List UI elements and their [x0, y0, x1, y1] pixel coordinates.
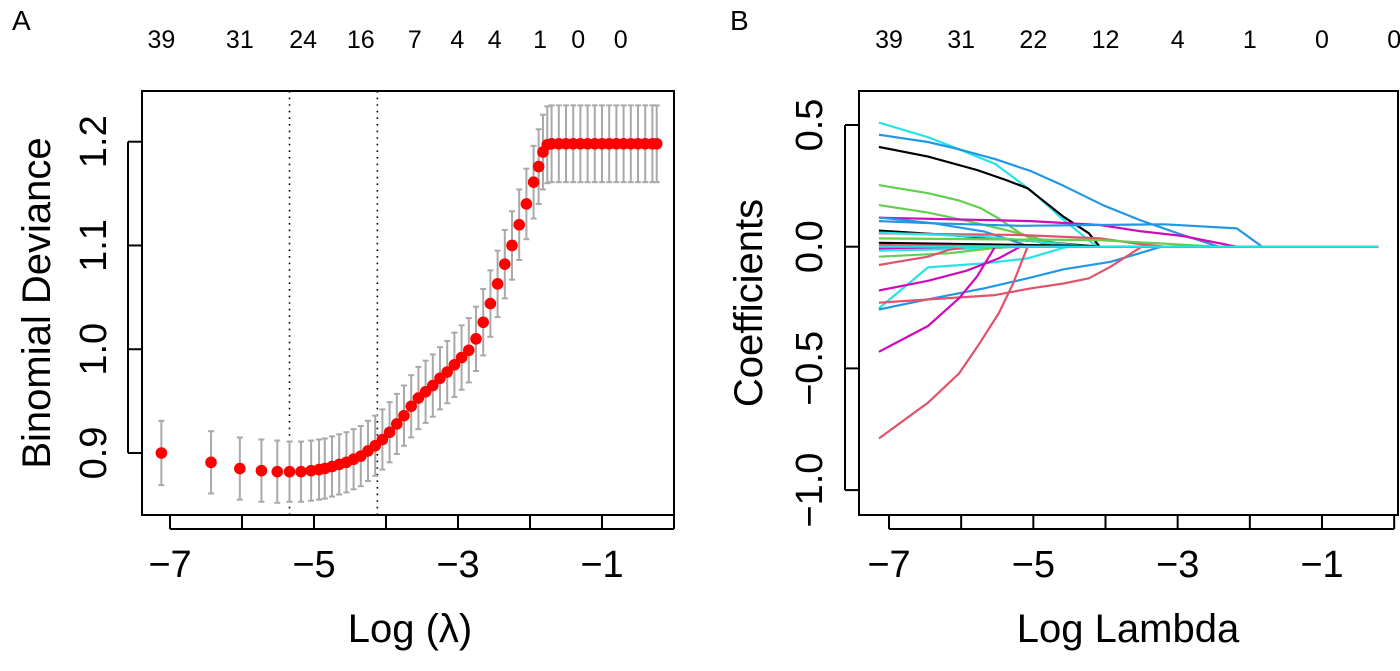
x-tick-label: −5 [292, 544, 335, 586]
coefficient-path [878, 145, 1379, 248]
panel-b-x-axis-label: Log Lambda [1017, 607, 1240, 651]
x-tick-label: −5 [1012, 544, 1055, 586]
y-tick-label: 1.0 [73, 323, 115, 376]
cv-mean-point [283, 465, 296, 478]
x-tick-label: −7 [148, 544, 191, 586]
cv-mean-point [650, 137, 663, 150]
panel-a-x-axis-label: Log (λ) [348, 607, 473, 651]
coefficient-path [878, 121, 1379, 248]
cv-mean-point [532, 160, 545, 173]
top-axis-count-label: 12 [1092, 26, 1120, 54]
y-tick-label: 0.0 [789, 220, 831, 273]
panel-a-y-axis-label: Binomial Deviance [15, 137, 59, 468]
cv-mean-point [427, 379, 439, 392]
cv-mean-point [477, 316, 490, 329]
cv-mean-point [391, 418, 403, 430]
cv-mean-point [455, 351, 468, 364]
top-axis-count-label: 31 [226, 26, 254, 54]
cv-mean-point [398, 409, 410, 422]
panel-a-marks [155, 91, 663, 515]
top-axis-count-label: 39 [875, 26, 903, 54]
top-axis-count-label: 0 [1387, 26, 1400, 54]
cv-mean-point [271, 465, 284, 478]
panel-b-y-axis-label: Coefficients [727, 199, 771, 407]
top-axis-count-label: 0 [1315, 26, 1329, 54]
cv-mean-point [499, 258, 511, 270]
top-axis-count-label: 31 [947, 26, 975, 54]
top-axis-count-label: 0 [614, 26, 628, 54]
cv-mean-point [295, 465, 307, 478]
x-tick-label: −3 [1156, 544, 1199, 586]
panel-a-label: A [12, 5, 31, 36]
cv-mean-point [484, 297, 497, 310]
cv-mean-point [448, 358, 461, 371]
panel-b-label: B [730, 5, 749, 36]
top-axis-count-label: 4 [450, 26, 464, 54]
panel-b-axes: −7 −5 −3 −1 0.5 0.0 −0.5 −1.0 39 31 22 12 4 1 0 0 [789, 26, 1400, 586]
top-axis-count-label: 24 [289, 26, 317, 54]
x-tick-label: −7 [867, 544, 910, 586]
cv-mean-point [470, 333, 482, 345]
top-axis-count-label: 22 [1019, 26, 1047, 54]
coefficient-path [878, 245, 1379, 353]
cv-mean-point [463, 344, 475, 357]
panel-b-plot-frame [858, 90, 1399, 516]
cv-mean-point [441, 366, 454, 378]
cv-mean-point [527, 176, 540, 188]
top-axis-count-label: 4 [1171, 26, 1185, 54]
top-axis-count-label: 1 [1243, 26, 1257, 54]
top-axis-count-label: 39 [147, 26, 175, 54]
cv-mean-point [405, 400, 418, 413]
top-axis-count-label: 16 [347, 26, 375, 54]
cv-mean-point [520, 198, 533, 210]
cv-mean-point [506, 239, 518, 252]
panel-a-axes: −7 −5 −3 −10.91.01.11.239 31 24 16 7 4 4 1 0 0 [73, 26, 675, 586]
y-tick-label: 1.1 [73, 219, 115, 272]
cv-mean-point [383, 426, 396, 439]
y-tick-label: −1.0 [789, 453, 831, 528]
y-tick-label: 0.9 [73, 427, 115, 480]
cv-mean-point [155, 447, 168, 459]
cv-mean-point [513, 218, 525, 231]
y-tick-label: −0.5 [789, 331, 831, 406]
cv-mean-point [376, 433, 389, 446]
y-tick-label: 0.5 [789, 99, 831, 152]
y-tick-label: 1.2 [73, 115, 115, 168]
x-tick-label: −1 [580, 544, 623, 586]
cv-mean-point [491, 278, 504, 290]
x-tick-label: −1 [1300, 544, 1343, 586]
coefficient-path [878, 245, 1379, 311]
coefficient-path [878, 245, 1379, 440]
panel-b-marks [878, 121, 1379, 440]
top-axis-count-label: 4 [488, 26, 502, 54]
cv-mean-point [205, 456, 217, 469]
panel-b-coefficient-paths: B −7 −5 −3 −1 0.5 0.0 −0.5 −1.0 39 31 22 12 4 1 0 0 Log… [727, 5, 1400, 651]
panel-a-plot-frame [141, 90, 675, 516]
panel-a-cv-plot: A −7 −5 −3 −10.91.01.11.239 31 24 16 7 4 4 1 0 0 Log… [12, 5, 675, 651]
top-axis-count-label: 1 [533, 26, 547, 54]
coefficient-path [878, 245, 1379, 304]
x-tick-label: −3 [436, 544, 479, 586]
top-axis-count-label: 0 [571, 26, 585, 54]
cv-mean-point [255, 464, 268, 477]
top-axis-count-label: 7 [408, 26, 422, 54]
cv-mean-point [234, 462, 246, 475]
